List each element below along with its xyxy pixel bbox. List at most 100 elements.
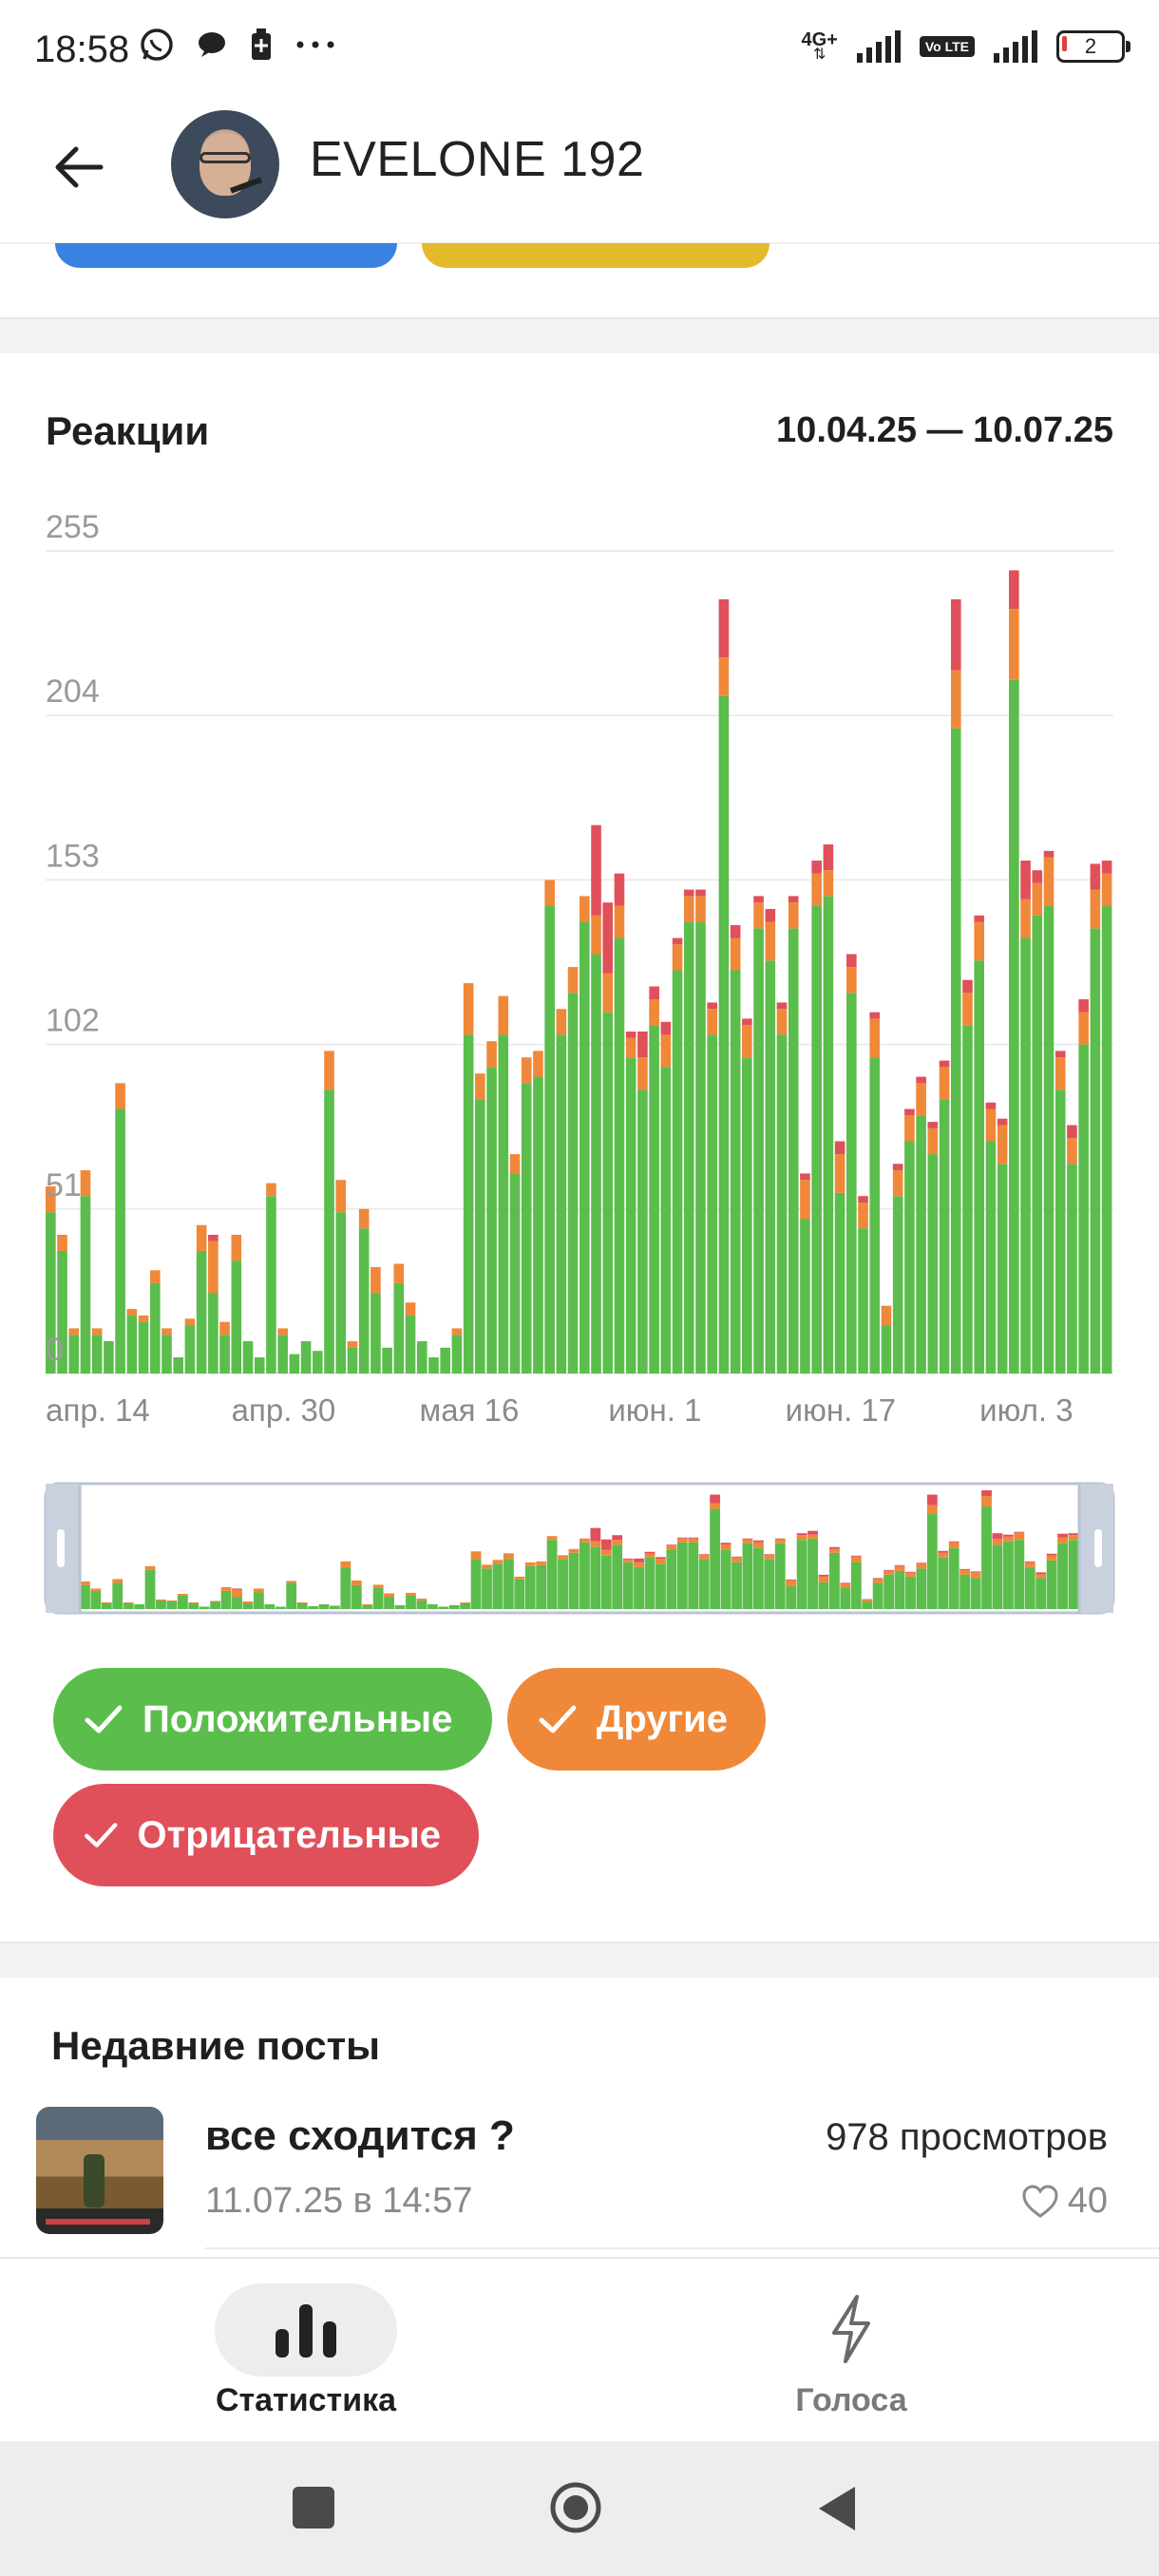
bar-segment[interactable] <box>1101 873 1112 906</box>
bar-segment[interactable] <box>962 993 973 1026</box>
bar-segment[interactable] <box>660 1067 672 1373</box>
bar-segment[interactable] <box>486 1067 497 1373</box>
bar-segment[interactable] <box>800 1180 810 1219</box>
bar-segment[interactable] <box>486 1041 497 1068</box>
bar-segment[interactable] <box>718 598 730 658</box>
bar-segment[interactable] <box>649 999 659 1026</box>
bar-segment[interactable] <box>869 1018 881 1058</box>
bar-segment[interactable] <box>126 1309 138 1316</box>
bar-segment[interactable] <box>498 1034 509 1373</box>
bar-segment[interactable] <box>126 1315 138 1373</box>
bar-segment[interactable] <box>162 1328 172 1335</box>
bar-segment[interactable] <box>858 1228 868 1373</box>
bar-segment[interactable] <box>683 896 694 922</box>
bar-segment[interactable] <box>580 921 590 1373</box>
navigator-window[interactable] <box>78 1482 1081 1615</box>
bar-segment[interactable] <box>916 1076 926 1084</box>
bar-segment[interactable] <box>475 1099 485 1373</box>
bar-segment[interactable] <box>683 921 694 1373</box>
bar-segment[interactable] <box>358 1228 370 1373</box>
bar-segment[interactable] <box>544 905 555 1373</box>
bar-segment[interactable] <box>1067 1138 1077 1165</box>
bar-segment[interactable] <box>46 1212 56 1373</box>
tab-statistics-label[interactable]: Статистика <box>215 2382 397 2418</box>
bar-segment[interactable] <box>881 1305 892 1326</box>
post-title[interactable]: все сходится ? <box>205 2112 515 2159</box>
bar-segment[interactable] <box>811 905 822 1373</box>
bar-segment[interactable] <box>138 1315 149 1322</box>
bar-segment[interactable] <box>649 1025 659 1373</box>
bar-segment[interactable] <box>1090 889 1101 929</box>
bar-segment[interactable] <box>602 902 614 974</box>
bar-segment[interactable] <box>1032 915 1043 1373</box>
bar-segment[interactable] <box>68 1328 80 1335</box>
tab-votes-label[interactable]: Голоса <box>795 2382 907 2418</box>
bar-segment[interactable] <box>475 1073 485 1100</box>
bar-segment[interactable] <box>115 1108 125 1373</box>
bar-segment[interactable] <box>556 1034 567 1373</box>
bar-segment[interactable] <box>985 1108 997 1142</box>
bar-segment[interactable] <box>591 915 601 955</box>
bar-segment[interactable] <box>800 1218 810 1373</box>
bar-segment[interactable] <box>393 1263 405 1283</box>
bar-segment[interactable] <box>718 657 730 696</box>
bar-segment[interactable] <box>324 1051 334 1090</box>
bar-segment[interactable] <box>521 1083 532 1373</box>
bar-segment[interactable] <box>730 938 741 971</box>
bar-segment[interactable] <box>602 1012 614 1373</box>
bar-segment[interactable] <box>277 1328 288 1335</box>
bar-segment[interactable] <box>672 938 683 945</box>
bar-segment[interactable] <box>672 944 683 971</box>
bar-segment[interactable] <box>335 1212 347 1373</box>
bar-segment[interactable] <box>219 1321 230 1335</box>
bar-segment[interactable] <box>892 1164 903 1171</box>
bar-segment[interactable] <box>718 695 730 1373</box>
bar-segment[interactable] <box>997 1164 1008 1373</box>
bar-segment[interactable] <box>672 970 683 1373</box>
bar-segment[interactable] <box>184 1318 196 1326</box>
bar-segment[interactable] <box>776 1002 788 1010</box>
bar-segment[interactable] <box>695 921 706 1373</box>
bar-segment[interactable] <box>800 1173 810 1181</box>
bar-segment[interactable] <box>985 1102 997 1109</box>
bar-segment[interactable] <box>208 1241 218 1294</box>
bar-segment[interactable] <box>1020 861 1031 900</box>
bar-segment[interactable] <box>858 1196 868 1203</box>
bar-segment[interactable] <box>625 1057 636 1373</box>
bar-segment[interactable] <box>313 1351 323 1373</box>
bar-segment[interactable] <box>277 1335 288 1373</box>
bar-segment[interactable] <box>1020 899 1031 938</box>
bar-segment[interactable] <box>858 1203 868 1229</box>
bar-segment[interactable] <box>393 1282 405 1373</box>
bar-segment[interactable] <box>347 1341 358 1348</box>
bar-segment[interactable] <box>765 960 776 1373</box>
bar-segment[interactable] <box>660 1021 672 1035</box>
bar-segment[interactable] <box>1043 905 1054 1373</box>
bar-segment[interactable] <box>80 1196 91 1373</box>
recent-apps-icon[interactable] <box>293 2487 334 2529</box>
bar-segment[interactable] <box>869 1012 881 1019</box>
bar-segment[interactable] <box>1043 850 1054 858</box>
bar-segment[interactable] <box>904 1115 915 1142</box>
bar-segment[interactable] <box>649 986 659 1000</box>
bar-segment[interactable] <box>683 889 694 897</box>
bar-segment[interactable] <box>765 921 776 961</box>
bar-segment[interactable] <box>138 1321 149 1373</box>
bar-segment[interactable] <box>753 896 764 903</box>
bar-segment[interactable] <box>614 905 625 938</box>
bar-segment[interactable] <box>266 1196 276 1373</box>
bar-segment[interactable] <box>149 1270 161 1283</box>
bar-segment[interactable] <box>91 1328 103 1335</box>
bar-segment[interactable] <box>974 921 985 961</box>
bar-segment[interactable] <box>1009 609 1019 680</box>
filter-negative-chip[interactable]: Отрицательные <box>53 1784 479 1886</box>
bar-segment[interactable] <box>962 979 973 994</box>
bar-segment[interactable] <box>300 1341 312 1373</box>
bar-segment[interactable] <box>1067 1125 1077 1139</box>
bar-segment[interactable] <box>950 598 961 671</box>
bar-segment[interactable] <box>533 1051 543 1077</box>
bar-segment[interactable] <box>1043 857 1054 906</box>
bar-segment[interactable] <box>881 1325 892 1373</box>
bar-segment[interactable] <box>788 902 799 929</box>
bar-segment[interactable] <box>57 1234 67 1251</box>
